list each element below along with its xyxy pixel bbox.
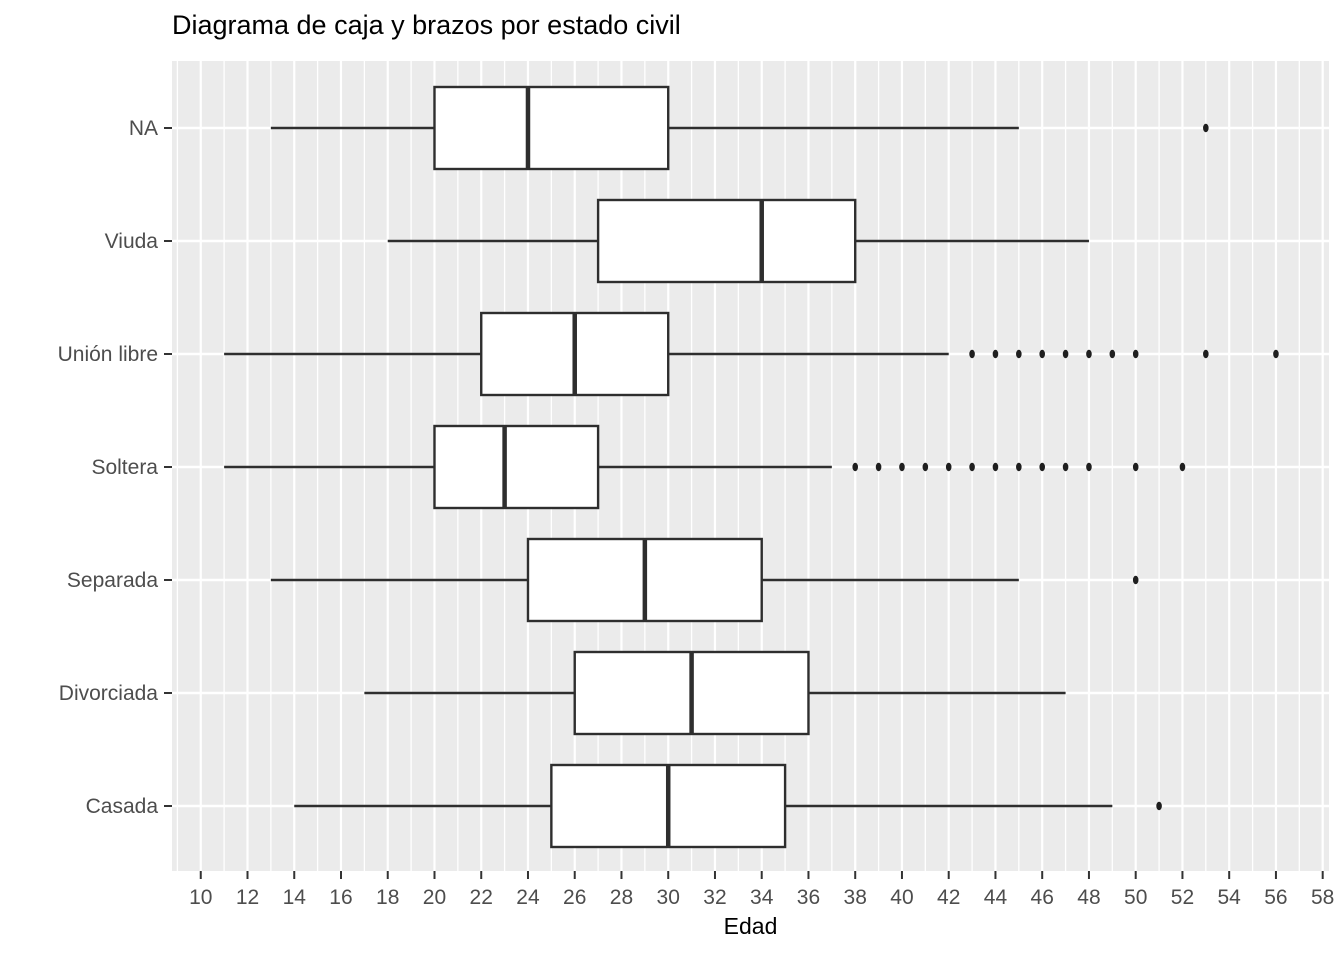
outlier-point-soltera: [899, 462, 905, 472]
x-tick-label-12: 12: [236, 886, 259, 909]
x-tick-label-26: 26: [563, 886, 586, 909]
outlier-point-union-libre: [1273, 349, 1279, 359]
outlier-point-soltera: [1086, 462, 1092, 472]
y-axis-label-casada: Casada: [86, 795, 159, 818]
x-tick-label-36: 36: [797, 886, 820, 909]
y-axis-label-divorciada: Divorciada: [59, 682, 159, 705]
outlier-point-casada: [1156, 801, 1162, 811]
box-na: [433, 85, 670, 171]
outlier-point-na: [1203, 123, 1209, 133]
x-tick-label-34: 34: [750, 886, 774, 909]
x-tick-label-44: 44: [984, 886, 1008, 909]
y-axis-label-soltera: Soltera: [91, 456, 158, 479]
x-tick-label-14: 14: [283, 886, 307, 909]
outlier-point-soltera: [1132, 462, 1139, 472]
x-tick-label-46: 46: [1031, 886, 1054, 909]
y-axis-label-na: NA: [129, 117, 158, 140]
outlier-point-soltera: [992, 462, 999, 472]
box-viuda: [596, 198, 857, 284]
x-tick-label-40: 40: [890, 886, 913, 909]
x-tick-label-50: 50: [1124, 886, 1147, 909]
y-axis-label-viuda: Viuda: [105, 230, 159, 253]
outlier-point-soltera: [945, 462, 952, 472]
x-tick-label-16: 16: [329, 886, 352, 909]
outlier-point-union-libre: [1132, 349, 1139, 359]
outlier-point-union-libre: [1039, 349, 1046, 359]
x-tick-label-22: 22: [470, 886, 493, 909]
chart-title: Diagrama de caja y brazos por estado civ…: [172, 10, 681, 40]
outlier-point-soltera: [1016, 462, 1022, 472]
outlier-point-soltera: [969, 462, 975, 472]
outlier-point-union-libre: [1062, 349, 1069, 359]
outlier-point-union-libre: [1086, 349, 1092, 359]
x-tick-label-10: 10: [189, 886, 212, 909]
x-tick-label-38: 38: [844, 886, 867, 909]
y-axis-label-separada: Separada: [67, 569, 158, 592]
x-tick-label-18: 18: [376, 886, 399, 909]
x-tick-label-24: 24: [516, 886, 540, 909]
outlier-point-union-libre: [1203, 349, 1209, 359]
outlier-point-separada: [1132, 575, 1139, 585]
y-axis-label-union-libre: Unión libre: [58, 343, 158, 366]
outlier-point-union-libre: [969, 349, 975, 359]
x-tick-label-42: 42: [937, 886, 960, 909]
outlier-point-union-libre: [1109, 349, 1116, 359]
x-tick-label-58: 58: [1311, 886, 1334, 909]
outlier-point-soltera: [1179, 462, 1186, 472]
x-tick-label-54: 54: [1218, 886, 1242, 909]
outlier-point-union-libre: [992, 349, 999, 359]
x-axis-title: Edad: [723, 913, 778, 939]
x-tick-label-20: 20: [423, 886, 446, 909]
outlier-point-soltera: [1039, 462, 1046, 472]
outlier-point-soltera: [852, 462, 859, 472]
outlier-point-soltera: [875, 462, 882, 472]
x-tick-label-52: 52: [1171, 886, 1194, 909]
x-tick-label-48: 48: [1077, 886, 1100, 909]
x-tick-label-56: 56: [1264, 886, 1287, 909]
x-tick-label-28: 28: [610, 886, 633, 909]
box-soltera: [433, 424, 600, 510]
x-tick-label-32: 32: [703, 886, 726, 909]
x-tick-label-30: 30: [657, 886, 680, 909]
outlier-point-union-libre: [1016, 349, 1022, 359]
outlier-point-soltera: [1062, 462, 1069, 472]
outlier-point-soltera: [922, 462, 929, 472]
